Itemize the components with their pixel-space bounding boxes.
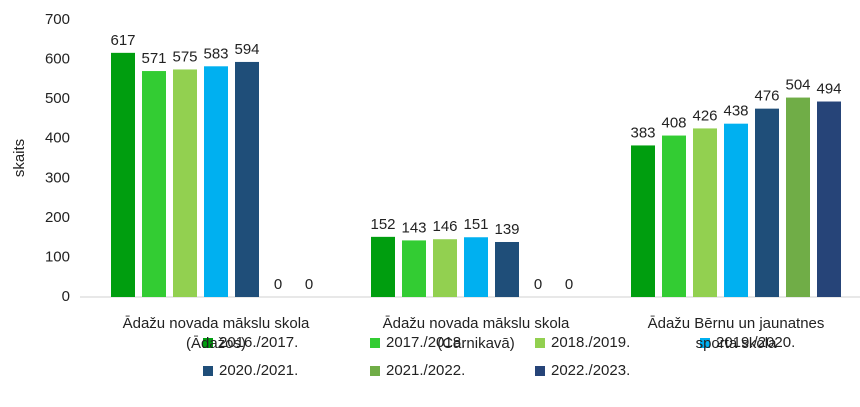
legend-swatch	[203, 338, 213, 348]
legend-swatch	[370, 338, 380, 348]
bar	[631, 145, 655, 297]
y-tick-label: 300	[45, 169, 70, 186]
value-label: 583	[203, 45, 228, 62]
y-tick-label: 700	[45, 11, 70, 28]
legend-label: 2018./2019.	[551, 334, 630, 351]
legend-label: 2017./2018.	[386, 334, 465, 351]
legend-swatch	[700, 338, 710, 348]
bar	[433, 239, 457, 297]
bar	[786, 97, 810, 297]
value-label: 408	[661, 115, 686, 132]
bar	[142, 71, 166, 297]
legend-swatch	[370, 366, 380, 376]
value-label: 0	[305, 276, 313, 293]
y-tick-label: 600	[45, 51, 70, 68]
y-tick-label: 500	[45, 90, 70, 107]
legend-label: 2021./2022.	[386, 362, 465, 379]
value-label: 571	[141, 50, 166, 67]
value-label: 476	[754, 88, 779, 105]
legend-label: 2020./2021.	[219, 362, 298, 379]
value-label: 0	[534, 276, 542, 293]
value-label: 438	[723, 103, 748, 120]
value-label: 139	[494, 221, 519, 238]
bar	[371, 236, 395, 297]
value-label: 151	[463, 216, 488, 233]
value-label: 617	[110, 32, 135, 49]
y-tick-label: 400	[45, 130, 70, 147]
legend-swatch	[535, 338, 545, 348]
legend-label: 2019./2020.	[716, 334, 795, 351]
value-label: 504	[785, 77, 810, 94]
value-label: 0	[274, 276, 282, 293]
bar	[204, 66, 228, 297]
legend-label: 2016./2017.	[219, 334, 298, 351]
y-tick-label: 200	[45, 209, 70, 226]
x-tick-label: Ādažu Bērnu un jaunatnes sporta skola	[647, 315, 825, 352]
y-tick-label: 0	[62, 288, 70, 305]
y-axis-label: skaits	[11, 139, 28, 177]
value-label: 0	[565, 276, 573, 293]
value-label: 494	[816, 80, 841, 97]
bar	[464, 237, 488, 297]
bar	[662, 135, 686, 297]
value-label: 143	[401, 219, 426, 236]
legend-swatch	[535, 366, 545, 376]
value-label: 146	[432, 218, 457, 235]
bar	[235, 61, 259, 298]
bar	[755, 108, 779, 297]
bar	[724, 123, 748, 297]
x-tick-label: Ādažu novada mākslu skola (Carnikavā)	[382, 315, 570, 352]
bar	[111, 52, 135, 297]
bar	[817, 101, 841, 297]
value-label: 383	[630, 124, 655, 141]
value-label: 152	[370, 216, 395, 233]
x-tick-label: Ādažu novada mākslu skola (Ādažos)	[122, 315, 310, 352]
bar	[495, 241, 519, 297]
y-tick-label: 100	[45, 248, 70, 265]
bar	[693, 128, 717, 297]
value-label: 575	[172, 48, 197, 65]
value-label: 426	[692, 107, 717, 124]
bar	[173, 69, 197, 297]
value-label: 594	[234, 41, 259, 58]
bar	[402, 240, 426, 297]
legend-swatch	[203, 366, 213, 376]
legend-label: 2022./2023.	[551, 362, 630, 379]
